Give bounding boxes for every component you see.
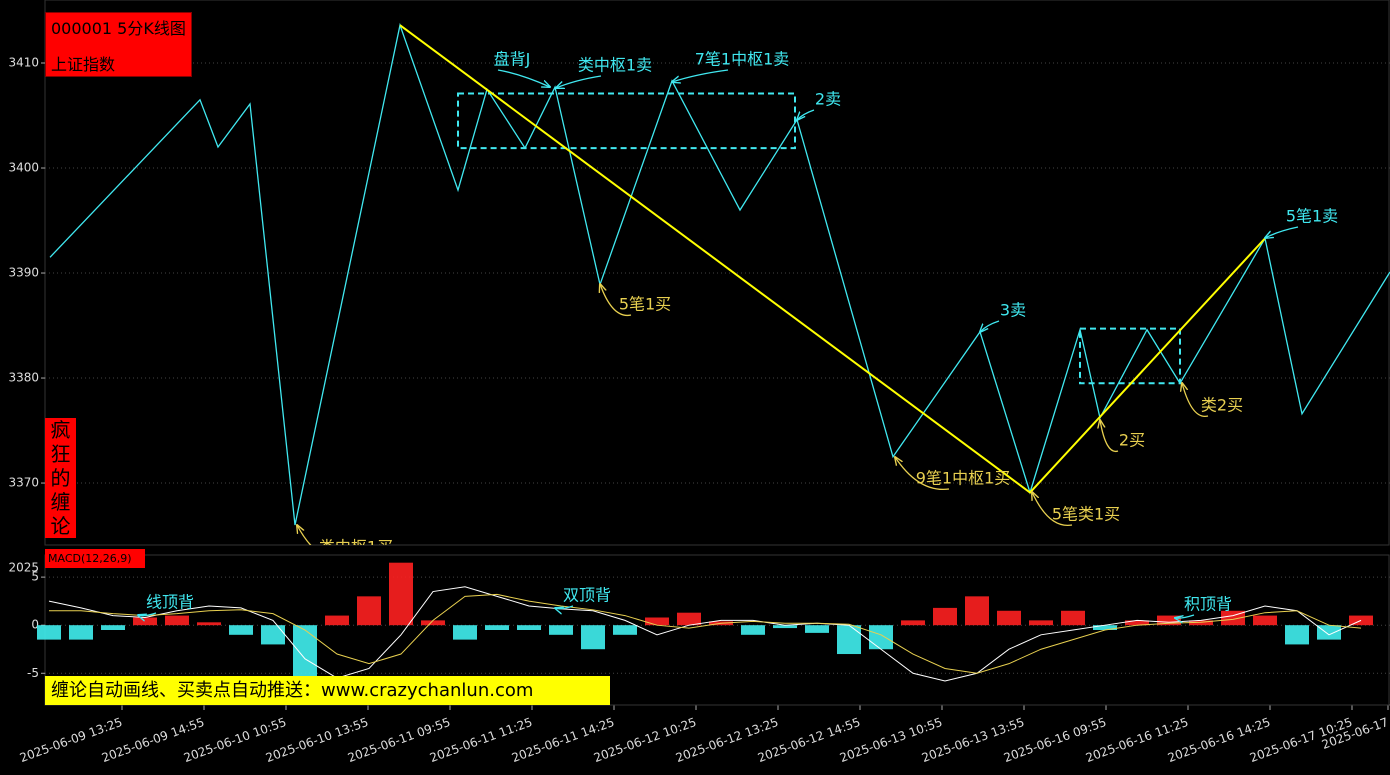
annotation: 类中枢1卖 — [578, 56, 652, 75]
footer-banner: 缠论自动画线、买卖点自动推送：www.crazychanlun.com — [45, 676, 610, 705]
y-tick-label: 3390 — [8, 266, 39, 280]
annotation-arrow — [297, 525, 312, 545]
macd-bar — [1157, 615, 1181, 626]
annotation: 5笔类1买 — [1052, 505, 1120, 524]
annotation: 2买 — [1119, 431, 1145, 450]
annotation: 积顶背 — [1184, 595, 1232, 614]
pivot-box — [1079, 327, 1181, 385]
annotation-arrow — [672, 69, 729, 82]
macd-bar — [1125, 620, 1149, 626]
annotation: 5笔1买 — [619, 295, 671, 314]
macd-bar — [357, 596, 381, 626]
panel-frame — [44, 0, 1390, 546]
side-label: 疯狂的缠论 — [45, 418, 76, 538]
macd-bar — [1221, 610, 1245, 626]
macd-bar — [1253, 615, 1277, 626]
annotation-arrow — [980, 320, 1000, 332]
macd-bar — [389, 562, 413, 626]
annotation: 9笔1中枢1买 — [916, 469, 1011, 488]
macd-bar — [165, 615, 189, 626]
macd-bar — [773, 625, 797, 629]
y-tick-label: 3400 — [8, 161, 39, 175]
macd-bar — [613, 625, 637, 635]
annotation: 双顶背 — [563, 586, 611, 605]
macd-line — [49, 593, 1362, 674]
macd-bar — [965, 596, 989, 626]
macd-bar — [869, 625, 893, 650]
annotation-arrow — [138, 612, 157, 616]
macd-title: MACD(12,26,9) — [45, 549, 145, 568]
scale-note: 2025 — [8, 561, 39, 575]
y-tick-label: 3380 — [8, 371, 39, 385]
chart-title: 000001 5分K线图 — [51, 19, 186, 38]
y-tick-label: -5 — [27, 666, 39, 680]
y-tick-label: 5 — [31, 570, 39, 584]
macd-bar — [1285, 625, 1309, 645]
macd-bar — [517, 625, 541, 630]
macd-bar — [1093, 625, 1117, 630]
y-tick-label: 3370 — [8, 476, 39, 490]
macd-bar — [581, 625, 605, 650]
main-plot: 盘背J 类中枢1卖 7笔1中枢1卖 2卖 5笔1买 5笔1卖 3卖 9笔1中枢1买 5笔类1买 2… — [49, 22, 1390, 557]
annotation-arrow — [1182, 383, 1209, 418]
annotation: 5笔1卖 — [1286, 207, 1338, 226]
macd-bar — [421, 620, 445, 626]
macd-bar — [933, 607, 957, 626]
macd-bar — [69, 625, 93, 640]
annotation-arrow — [1175, 614, 1195, 618]
macd-bar — [1061, 610, 1085, 626]
annotation-arrow — [1265, 226, 1299, 238]
macd-bar — [741, 625, 765, 635]
macd-bar — [837, 625, 861, 655]
macd-bar — [901, 620, 925, 626]
macd-bar — [325, 615, 349, 626]
y-tick-label: 3410 — [8, 56, 39, 70]
macd-bar — [645, 617, 669, 626]
macd-bar — [485, 625, 509, 630]
title-box: 000001 5分K线图 上证指数 — [45, 12, 192, 77]
macd-bar — [549, 625, 573, 635]
annotation-arrow — [797, 109, 815, 120]
annotation: 类2买 — [1201, 396, 1243, 415]
annotation: 7笔1中枢1卖 — [695, 50, 790, 69]
macd-line — [48, 586, 1362, 682]
macd-bar — [293, 625, 317, 679]
macd-bar — [1317, 625, 1341, 640]
pivot-box — [457, 92, 796, 150]
annotation: 2卖 — [815, 90, 841, 109]
macd-bar — [197, 622, 221, 626]
macd-bar — [677, 612, 701, 626]
macd-bar — [453, 625, 477, 640]
annotation-arrow — [497, 69, 550, 87]
macd-bar — [37, 625, 61, 640]
annotation-arrow — [1100, 420, 1119, 453]
macd-bar — [133, 617, 157, 626]
stroke-line — [49, 22, 1390, 526]
macd-bar — [229, 625, 253, 635]
annotation-arrow — [600, 284, 632, 317]
macd-bar — [1349, 615, 1373, 626]
macd-bar — [805, 625, 829, 633]
annotation: 线顶背 — [146, 593, 194, 612]
annotation-arrow — [895, 457, 950, 491]
macd-bar — [101, 625, 125, 630]
macd-bar — [997, 610, 1021, 626]
annotation-arrow — [555, 605, 574, 609]
annotation-arrow — [556, 75, 602, 88]
macd-bar — [1029, 620, 1053, 626]
annotation: 类中枢1买 — [319, 538, 393, 557]
annotation-arrow — [1032, 492, 1073, 527]
macd-bar — [261, 625, 285, 645]
y-tick-label: 0 — [31, 618, 39, 632]
annotation: 盘背J — [494, 50, 531, 69]
chart-subtitle: 上证指数 — [51, 55, 116, 74]
stroke-line — [399, 24, 1266, 494]
annotation: 3卖 — [1000, 301, 1026, 320]
